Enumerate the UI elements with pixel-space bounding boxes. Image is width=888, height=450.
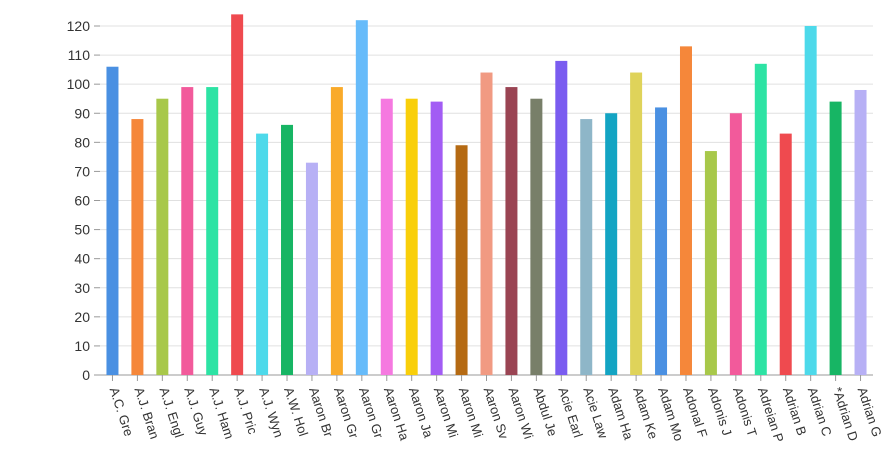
x-axis-ticks [111, 375, 862, 381]
bar[interactable] [679, 46, 692, 375]
bar[interactable] [380, 98, 393, 375]
bar[interactable] [829, 101, 842, 375]
bar[interactable] [231, 14, 244, 375]
bar[interactable] [181, 87, 194, 375]
bar[interactable] [206, 87, 219, 375]
bar[interactable] [854, 89, 867, 375]
bars [106, 14, 867, 376]
y-tick-label: 10 [74, 338, 90, 354]
y-tick-label: 90 [74, 105, 90, 121]
y-tick-label: 110 [68, 47, 91, 63]
bar[interactable] [754, 63, 767, 375]
y-tick-label: 40 [74, 251, 90, 267]
bar[interactable] [630, 72, 643, 376]
bar[interactable] [605, 113, 618, 375]
bar[interactable] [281, 124, 294, 375]
bar[interactable] [655, 107, 668, 375]
bar[interactable] [729, 113, 742, 375]
bar[interactable] [430, 101, 443, 375]
bar[interactable] [256, 133, 269, 375]
bar[interactable] [305, 162, 318, 375]
y-tick-label: 20 [74, 309, 90, 325]
bar[interactable] [704, 151, 717, 375]
bar[interactable] [580, 119, 593, 375]
y-tick-label: 50 [74, 222, 90, 238]
y-tick-label: 30 [74, 280, 90, 296]
bar[interactable] [505, 87, 518, 375]
bar[interactable] [131, 119, 144, 375]
y-tick-label: 0 [82, 367, 90, 383]
bar[interactable] [480, 72, 493, 376]
y-axis-ticks: 0 10 20 30 40 50 60 70 80 90 100 110 120 [67, 18, 100, 383]
bar[interactable] [355, 20, 368, 376]
bar[interactable] [530, 98, 543, 375]
bar[interactable] [106, 66, 119, 375]
bar[interactable] [779, 133, 792, 375]
bar[interactable] [156, 98, 169, 375]
bar[interactable] [804, 26, 817, 375]
y-tick-label: 80 [74, 134, 90, 150]
bar[interactable] [455, 145, 468, 375]
bar[interactable] [555, 60, 568, 376]
y-tick-label: 60 [74, 193, 90, 209]
x-category-label: A.C. Gre [107, 385, 137, 438]
y-tick-label: 120 [67, 18, 91, 34]
bar[interactable] [405, 98, 418, 375]
y-tick-label: 70 [74, 163, 90, 179]
y-tick-label: 100 [67, 76, 91, 92]
bar[interactable] [330, 87, 343, 375]
